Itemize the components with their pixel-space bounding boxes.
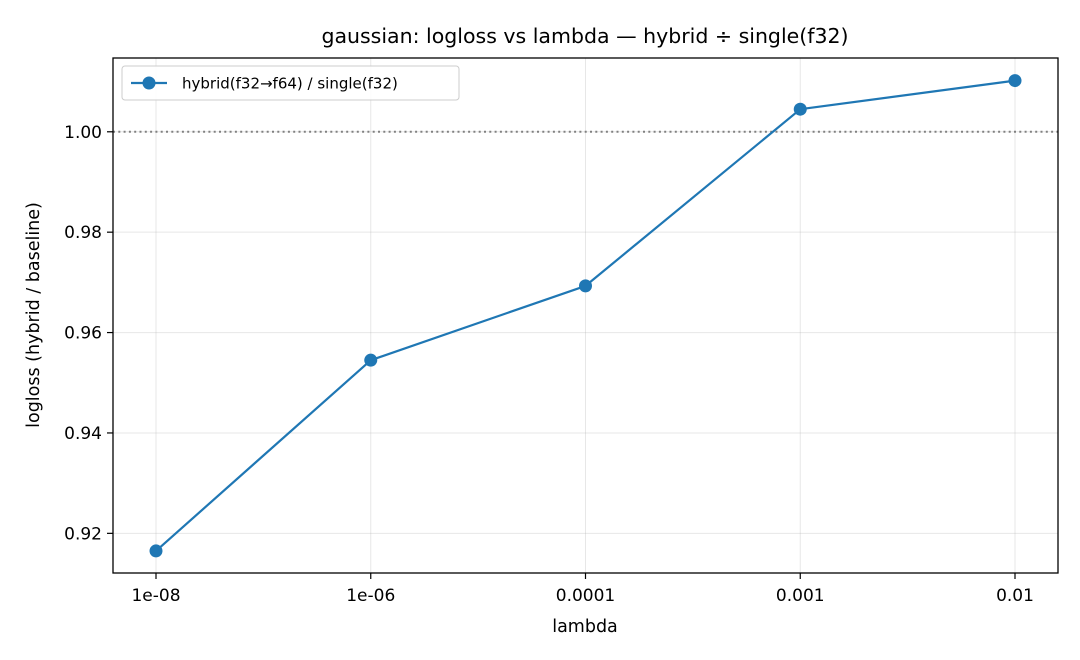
legend-marker-swatch: [142, 76, 156, 90]
legend-box: [121, 65, 460, 101]
series-layer: [149, 74, 1022, 558]
legend-entry-label: hybrid(f32→f64) / single(f32): [182, 75, 398, 93]
data-point: [579, 279, 592, 293]
y-tick-label: 0.96: [64, 324, 102, 344]
chart-title: gaussian: logloss vs lambda — hybrid ÷ s…: [321, 24, 848, 48]
y-tick-label: 1.00: [64, 123, 102, 143]
x-tick-label: 0.01: [996, 586, 1034, 606]
x-tick-label: 0.001: [776, 586, 825, 606]
x-tick-label: 1e-08: [131, 586, 180, 606]
data-point: [364, 353, 378, 367]
x-tick-label: 0.0001: [556, 586, 615, 606]
legend: hybrid(f32→f64) / single(f32): [121, 65, 460, 101]
data-point: [1008, 74, 1022, 88]
data-point: [149, 544, 163, 558]
x-tick-label: 1e-06: [346, 586, 395, 606]
x-ticks: 1e-08 1e-06 0.0001 0.001 0.01: [131, 573, 1034, 606]
y-axis-label: logloss (hybrid / baseline): [24, 202, 44, 428]
data-point: [793, 102, 807, 116]
y-tick-label: 0.92: [64, 524, 102, 544]
y-tick-label: 0.94: [64, 424, 102, 444]
x-axis-label: lambda: [552, 617, 618, 637]
y-tick-label: 0.98: [64, 223, 102, 243]
y-ticks: 0.92 0.94 0.96 0.98 1.00: [64, 123, 113, 544]
